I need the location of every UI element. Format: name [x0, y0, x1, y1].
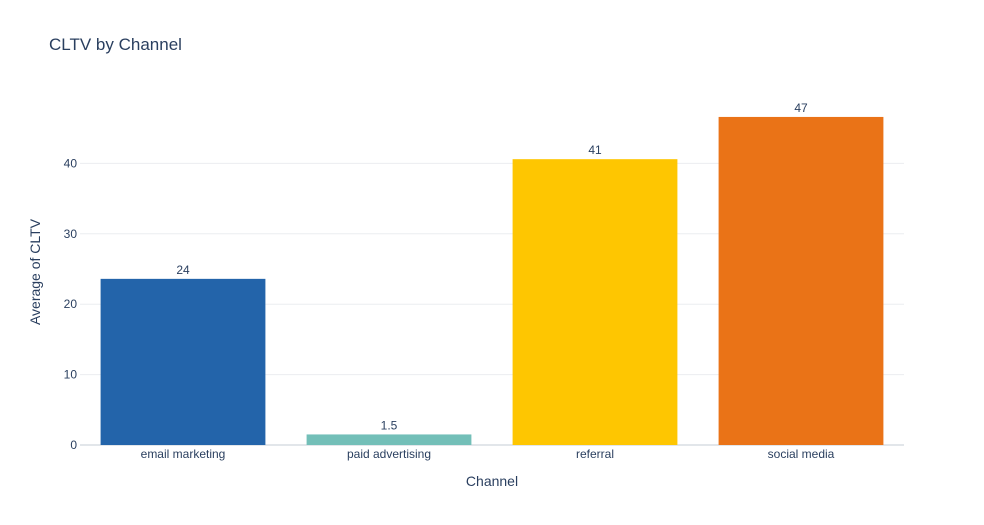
bar-email-marketing [100, 278, 266, 445]
bar-value-label: 1.5 [381, 418, 398, 432]
x-tick-label: paid advertising [347, 447, 431, 461]
y-axis-ticks: 0 10 20 30 40 [64, 156, 78, 452]
bars [100, 116, 884, 445]
bar-value-label: 24 [176, 263, 190, 277]
y-tick-label: 30 [64, 227, 78, 241]
bar-social-media [718, 116, 884, 445]
bar-value-label: 47 [794, 101, 808, 115]
x-axis-ticks: email marketing paid advertising referral s… [141, 447, 835, 461]
y-tick-label: 0 [70, 438, 77, 452]
bar-paid-advertising [306, 434, 472, 445]
bar-referral [512, 159, 678, 445]
bar-value-labels: 24 1.5 41 47 [176, 101, 808, 433]
x-axis-title: Channel [466, 473, 518, 489]
x-tick-label: email marketing [141, 447, 226, 461]
y-tick-label: 40 [64, 156, 78, 170]
y-tick-label: 10 [64, 368, 78, 382]
y-tick-label: 20 [64, 297, 78, 311]
y-axis-title: Average of CLTV [27, 218, 43, 325]
chart-title: CLTV by Channel [49, 35, 182, 54]
x-tick-label: referral [576, 447, 614, 461]
x-tick-label: social media [768, 447, 835, 461]
bar-value-label: 41 [588, 143, 602, 157]
